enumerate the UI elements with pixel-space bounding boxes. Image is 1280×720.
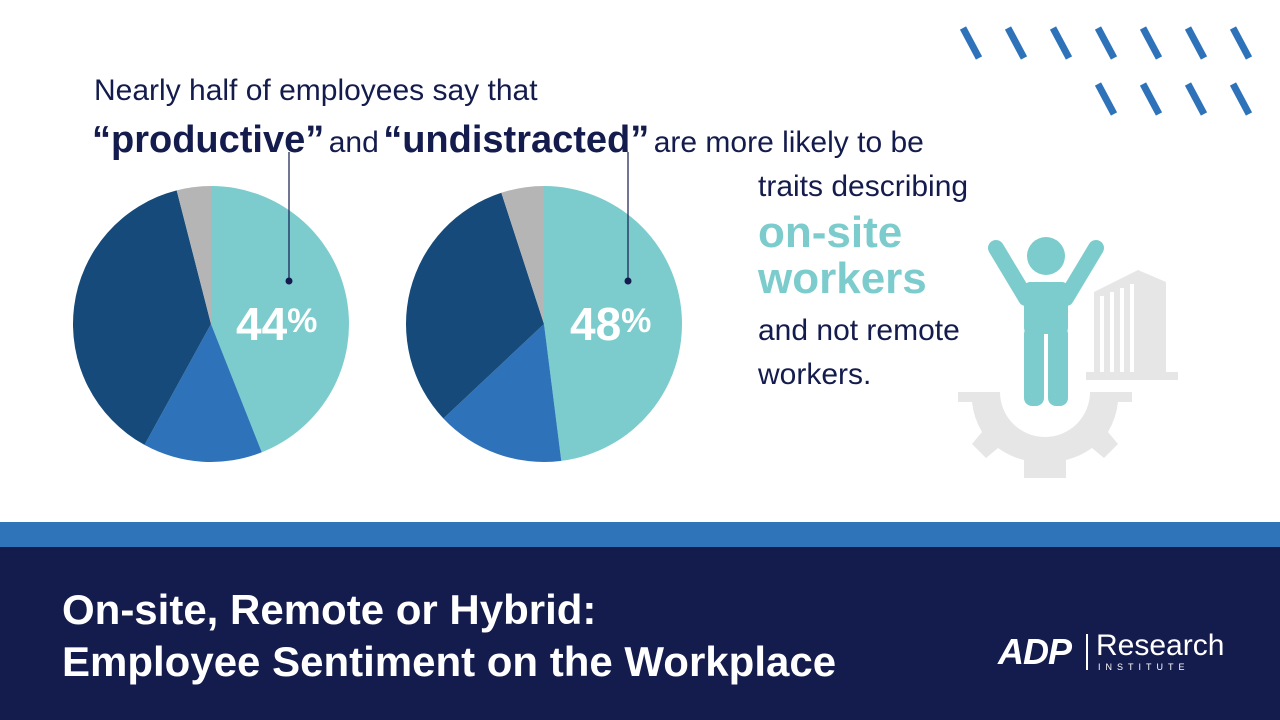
productive-quote: “productive” — [92, 119, 325, 161]
dash-mark — [1184, 26, 1208, 60]
footer-accent-band — [0, 522, 1280, 547]
dash-mark — [1139, 26, 1163, 60]
callout-dot — [285, 277, 293, 285]
dash-mark — [1184, 82, 1208, 116]
pie-slice — [176, 186, 211, 324]
dash-mark — [1094, 26, 1118, 60]
side-line-1: traits describing — [758, 170, 969, 203]
dash-mark — [1229, 82, 1253, 116]
logo-divider — [1086, 634, 1088, 670]
logo-research: Research — [1096, 629, 1225, 662]
side-line-2: and not remote — [758, 314, 960, 347]
pie-slice — [443, 324, 562, 462]
dash-mark — [1094, 82, 1118, 116]
footer-title: On-site, Remote or Hybrid: Employee Sent… — [62, 584, 836, 688]
side-line-3: workers. — [758, 358, 872, 391]
building-icon — [1086, 270, 1178, 380]
pie-charts: 44% 48% — [73, 152, 683, 462]
headline-line-2: “productive” and “undistracted” are more… — [92, 118, 924, 170]
accent-workers: workers — [758, 254, 927, 303]
dash-mark — [1229, 26, 1253, 60]
dash-mark — [959, 26, 983, 60]
pie-slice — [544, 185, 683, 461]
pie-slice — [406, 192, 544, 419]
undistracted-quote: “undistracted” — [383, 119, 650, 161]
and-text: and — [328, 126, 379, 159]
dash-mark — [1139, 82, 1163, 116]
footer-band — [0, 547, 1280, 720]
dash-mark — [1004, 26, 1028, 60]
headline-line-1: Nearly half of employees say that — [94, 74, 538, 107]
dash-mark — [1049, 26, 1073, 60]
footer-title-line-1: On-site, Remote or Hybrid: — [62, 586, 597, 633]
logo-institute: INSTITUTE — [1098, 662, 1190, 672]
person-icon — [988, 237, 1104, 406]
pie-percent-label: 48% — [570, 298, 651, 350]
pie-percent-label: 44% — [236, 298, 317, 350]
footer-title-line-2: Employee Sentiment on the Workplace — [62, 638, 837, 685]
diagonal-dash-pattern — [959, 26, 1253, 116]
headline-tail: are more likely to be — [653, 126, 924, 159]
accent-on-site: on-site — [758, 208, 903, 257]
pie-slice — [73, 190, 211, 445]
gear-icon — [958, 392, 1132, 478]
pie-slice — [211, 186, 349, 453]
callout-dot — [624, 277, 632, 285]
pie-slice — [144, 324, 262, 462]
pie-slice — [501, 186, 544, 324]
logo-adp: ADP — [998, 631, 1072, 672]
